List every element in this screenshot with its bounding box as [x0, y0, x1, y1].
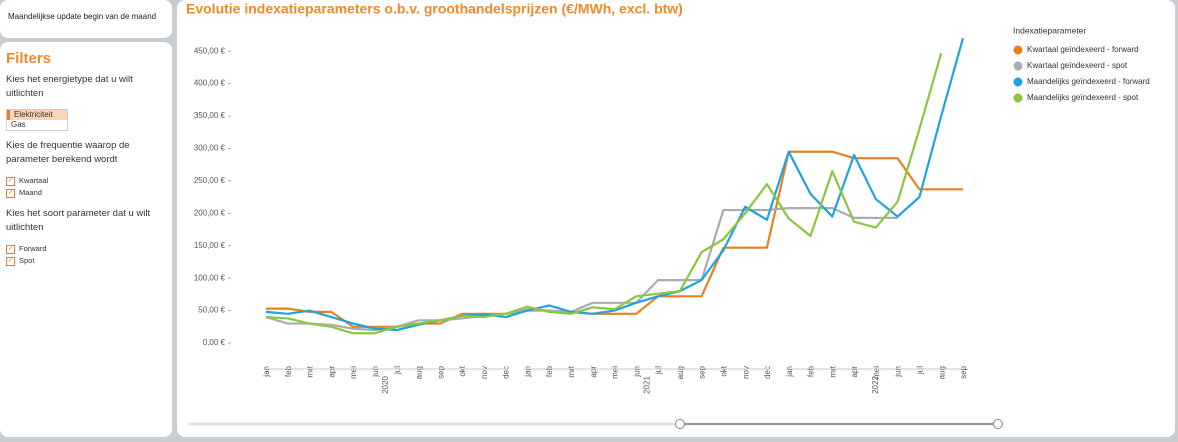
x-tick-label: jul — [916, 366, 925, 375]
x-tick-label: mrt — [828, 365, 837, 377]
x-tick-label: jun — [371, 366, 380, 378]
x-tick-label: mrt — [567, 365, 576, 377]
banner-text: Maandelijkse update begin van de maand — [8, 12, 157, 21]
checkbox-label: Forward — [19, 244, 47, 253]
x-tick-label: jan — [262, 366, 271, 378]
x-tick-label: mrt — [306, 365, 315, 377]
legend-swatch — [1013, 77, 1023, 87]
year-label: 2020 — [381, 376, 390, 394]
x-tick-label: jan — [785, 366, 794, 378]
x-tick-label: mei — [611, 366, 620, 379]
series-line — [265, 207, 898, 332]
question: Kies de frequentie waarop de parameter b… — [6, 140, 130, 165]
x-tick-label: jun — [894, 366, 903, 378]
year-label: 2022 — [871, 376, 880, 394]
x-tick-label: sep — [436, 365, 445, 378]
checkbox[interactable]: ✓ Forward — [6, 244, 47, 254]
x-tick-label: mei — [349, 366, 358, 379]
x-tick-label: dec — [502, 366, 511, 379]
x-tick-label: nov — [480, 366, 489, 379]
series-line — [265, 52, 943, 335]
legend-label: Kwartaal geïndexeerd - forward — [1027, 45, 1139, 54]
slicer-option[interactable]: Elektriciteit — [7, 110, 67, 120]
chart-panel: Evolutie indexatieparameters o.b.v. groo… — [177, 0, 1175, 437]
slicer: Elektriciteit Gas — [6, 109, 68, 131]
chart: Evolutie indexatieparameters o.b.v. groo… — [186, 1, 1150, 429]
x-tick-label: sep — [959, 365, 968, 378]
slider-handle[interactable] — [993, 419, 1003, 429]
x-tick-label: aug — [937, 366, 946, 379]
y-tick-label: 350,00 € — [194, 111, 226, 120]
checkbox-label: Spot — [19, 256, 35, 265]
banner: Maandelijkse update begin van de maand — [0, 0, 172, 38]
checkbox[interactable]: ✓ Maand — [6, 188, 42, 198]
y-tick-label: 150,00 € — [194, 241, 226, 250]
checkbox-label: Kwartaal — [19, 176, 49, 185]
y-tick-label: 50,00 € — [198, 306, 225, 315]
x-tick-label: mei — [872, 366, 881, 379]
year-label: 2021 — [642, 376, 651, 394]
y-tick-label: 300,00 € — [194, 144, 226, 153]
legend-swatch — [1013, 45, 1023, 55]
x-tick-label: feb — [284, 365, 293, 377]
legend-label: Maandelijks geïndexeerd - forward — [1027, 77, 1150, 86]
x-tick-label: apr — [327, 366, 336, 378]
x-tick-label: feb — [807, 365, 816, 377]
x-tick-label: aug — [415, 366, 424, 379]
y-tick-label: 0,00 € — [203, 338, 226, 347]
x-tick-label: apr — [589, 366, 598, 378]
question: Kies het energietype dat u wilt uitlicht… — [6, 74, 133, 99]
filter-panel: Filters Kies het energietype dat u wilt … — [0, 42, 172, 437]
checkbox[interactable]: ✓ Kwartaal — [6, 176, 49, 186]
legend-label: Maandelijks geïndexeerd - spot — [1027, 93, 1139, 102]
question: Kies het soort parameter dat u wilt uitl… — [6, 208, 151, 233]
series-line — [266, 150, 963, 328]
checkbox-label: Maand — [19, 188, 42, 197]
slider-handle[interactable] — [675, 419, 685, 429]
y-tick-label: 250,00 € — [194, 176, 226, 185]
legend-title: Indexatieparameter — [1013, 25, 1086, 35]
x-tick-label: jun — [632, 366, 641, 378]
x-tick-label: feb — [545, 365, 554, 377]
filters-title: Filters — [6, 50, 52, 67]
x-tick-label: sep — [698, 365, 707, 378]
chart-title: Evolutie indexatieparameters o.b.v. groo… — [186, 1, 683, 17]
x-tick-label: okt — [458, 365, 467, 376]
x-tick-label: dec — [763, 366, 772, 379]
x-tick-label: apr — [850, 366, 859, 378]
x-tick-label: jul — [393, 366, 402, 375]
y-tick-label: 100,00 € — [194, 273, 226, 282]
checkbox[interactable]: ✓ Spot — [6, 256, 35, 266]
slicer-option[interactable]: Gas — [11, 120, 26, 129]
x-tick-label: jan — [523, 366, 532, 378]
y-tick-label: 200,00 € — [194, 208, 226, 217]
y-tick-label: 450,00 € — [194, 46, 226, 55]
legend-label: Kwartaal geïndexeerd - spot — [1027, 61, 1128, 70]
legend-swatch — [1013, 93, 1023, 103]
y-tick-label: 400,00 € — [194, 79, 226, 88]
series-line — [265, 37, 965, 332]
x-tick-label: nov — [741, 366, 750, 379]
legend-swatch — [1013, 61, 1023, 71]
x-tick-label: okt — [719, 365, 728, 376]
x-tick-label: aug — [676, 366, 685, 379]
x-tick-label: jul — [654, 366, 663, 375]
